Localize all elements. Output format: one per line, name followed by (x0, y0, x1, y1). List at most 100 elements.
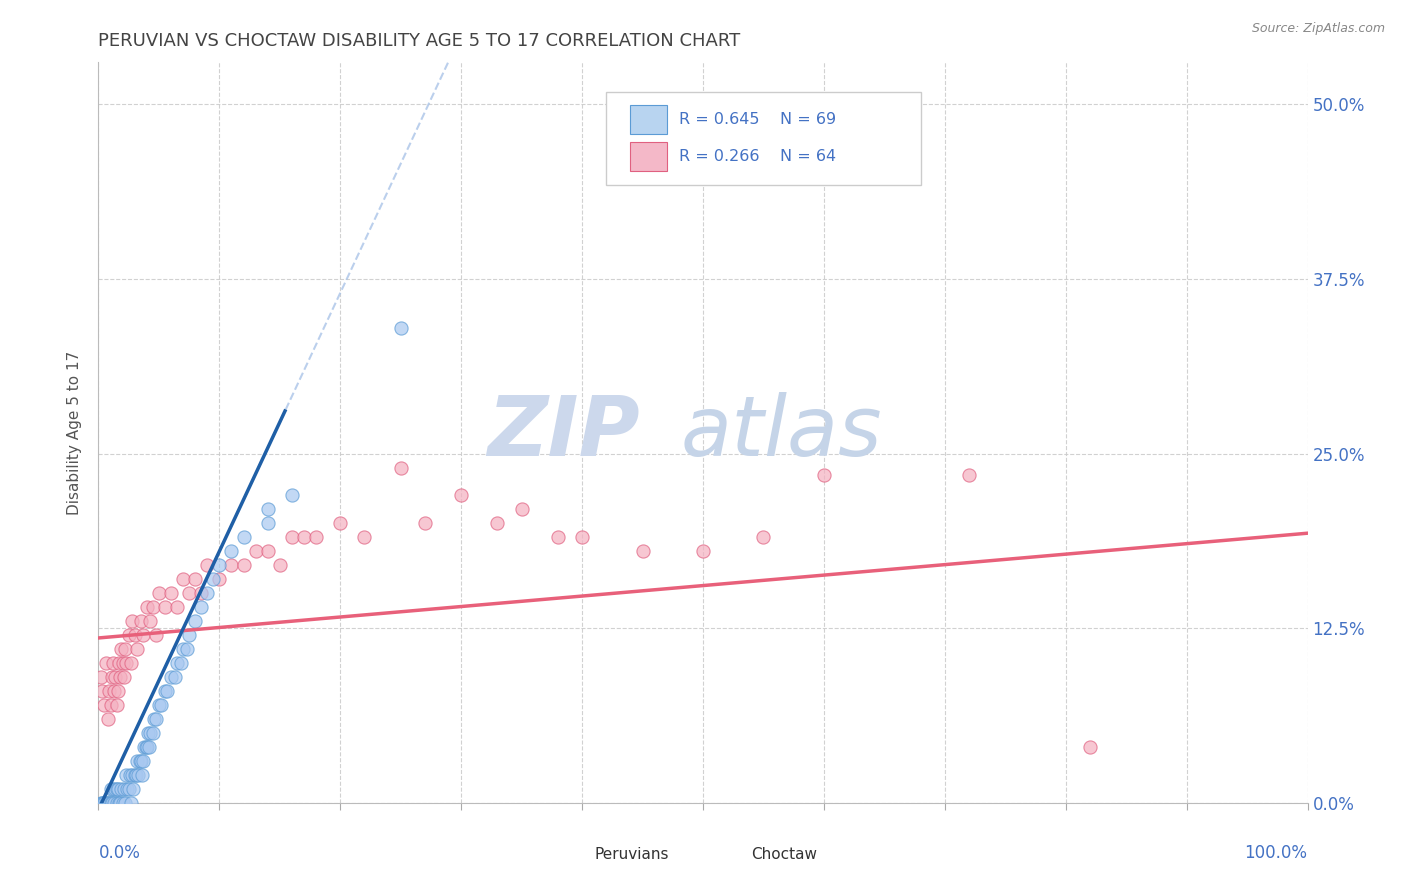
Point (117, 781, 139, 796)
Point (1078, 739, 1101, 754)
Point (329, 516, 352, 531)
Point (103, 684, 125, 698)
Point (172, 572, 194, 586)
Point (105, 781, 128, 796)
Point (114, 642, 136, 657)
Point (91, 796, 114, 810)
Point (353, 530, 375, 544)
Point (389, 460, 412, 475)
Point (190, 600, 212, 615)
Point (139, 726, 162, 740)
Point (110, 781, 132, 796)
Point (129, 754, 152, 768)
Point (256, 502, 278, 516)
Point (108, 796, 131, 810)
Point (122, 781, 145, 796)
Point (150, 698, 173, 712)
Point (221, 544, 243, 558)
Point (245, 544, 267, 558)
Point (571, 530, 593, 544)
Point (97, 712, 120, 726)
Point (692, 544, 714, 558)
Point (100, 698, 122, 712)
Text: ZIP: ZIP (488, 392, 640, 473)
Point (135, 739, 157, 754)
Point (112, 670, 135, 684)
Point (148, 586, 170, 600)
Point (547, 530, 569, 544)
Point (132, 628, 155, 642)
Point (160, 670, 183, 684)
Point (139, 614, 162, 628)
Point (281, 488, 304, 502)
Point (413, 516, 436, 531)
Point (138, 739, 160, 754)
Point (232, 530, 254, 544)
Point (631, 544, 654, 558)
Point (156, 684, 179, 698)
Point (281, 530, 304, 544)
Point (486, 516, 509, 531)
Point (134, 739, 156, 754)
Point (163, 670, 186, 684)
Point (112, 781, 135, 796)
Text: PERUVIAN VS CHOCTAW DISABILITY AGE 5 TO 17 CORRELATION CHART: PERUVIAN VS CHOCTAW DISABILITY AGE 5 TO … (98, 32, 741, 50)
Point (91, 796, 114, 810)
Point (957, 467, 980, 482)
Point (93, 698, 115, 712)
Point (752, 530, 775, 544)
Point (128, 754, 150, 768)
Point (135, 739, 157, 754)
Point (101, 656, 124, 670)
Point (100, 796, 122, 810)
Point (160, 586, 183, 600)
Point (100, 796, 122, 810)
Point (256, 544, 278, 558)
Point (107, 781, 129, 796)
Point (118, 768, 141, 782)
Text: 0.0%: 0.0% (98, 844, 141, 862)
Point (184, 572, 207, 586)
Point (111, 796, 134, 810)
Point (121, 768, 143, 782)
Point (176, 642, 198, 657)
Point (108, 656, 131, 670)
Point (179, 628, 201, 642)
Point (120, 656, 142, 670)
Point (145, 712, 167, 726)
Point (153, 684, 176, 698)
Point (136, 726, 159, 740)
Point (114, 796, 136, 810)
Point (103, 796, 125, 810)
Point (90, 670, 112, 684)
Point (269, 558, 291, 573)
Point (179, 586, 201, 600)
Point (115, 656, 138, 670)
Point (208, 572, 231, 586)
Point (510, 502, 533, 516)
Point (111, 656, 134, 670)
Point (169, 656, 191, 670)
Y-axis label: Disability Age 5 to 17: Disability Age 5 to 17 (67, 351, 83, 515)
Point (93, 796, 115, 810)
Point (96, 796, 118, 810)
Point (135, 600, 157, 615)
Point (124, 628, 146, 642)
Point (127, 642, 149, 657)
Point (195, 558, 218, 573)
Point (98, 796, 121, 810)
Point (91, 684, 114, 698)
Bar (630, 104, 666, 135)
Bar (558, 844, 585, 865)
Point (148, 698, 170, 712)
Text: atlas: atlas (681, 392, 883, 473)
Point (108, 670, 131, 684)
Point (127, 768, 149, 782)
Point (202, 572, 225, 586)
Point (107, 684, 129, 698)
Point (143, 712, 166, 726)
Point (208, 558, 231, 573)
Point (98, 684, 121, 698)
Point (190, 586, 212, 600)
Point (100, 670, 122, 684)
